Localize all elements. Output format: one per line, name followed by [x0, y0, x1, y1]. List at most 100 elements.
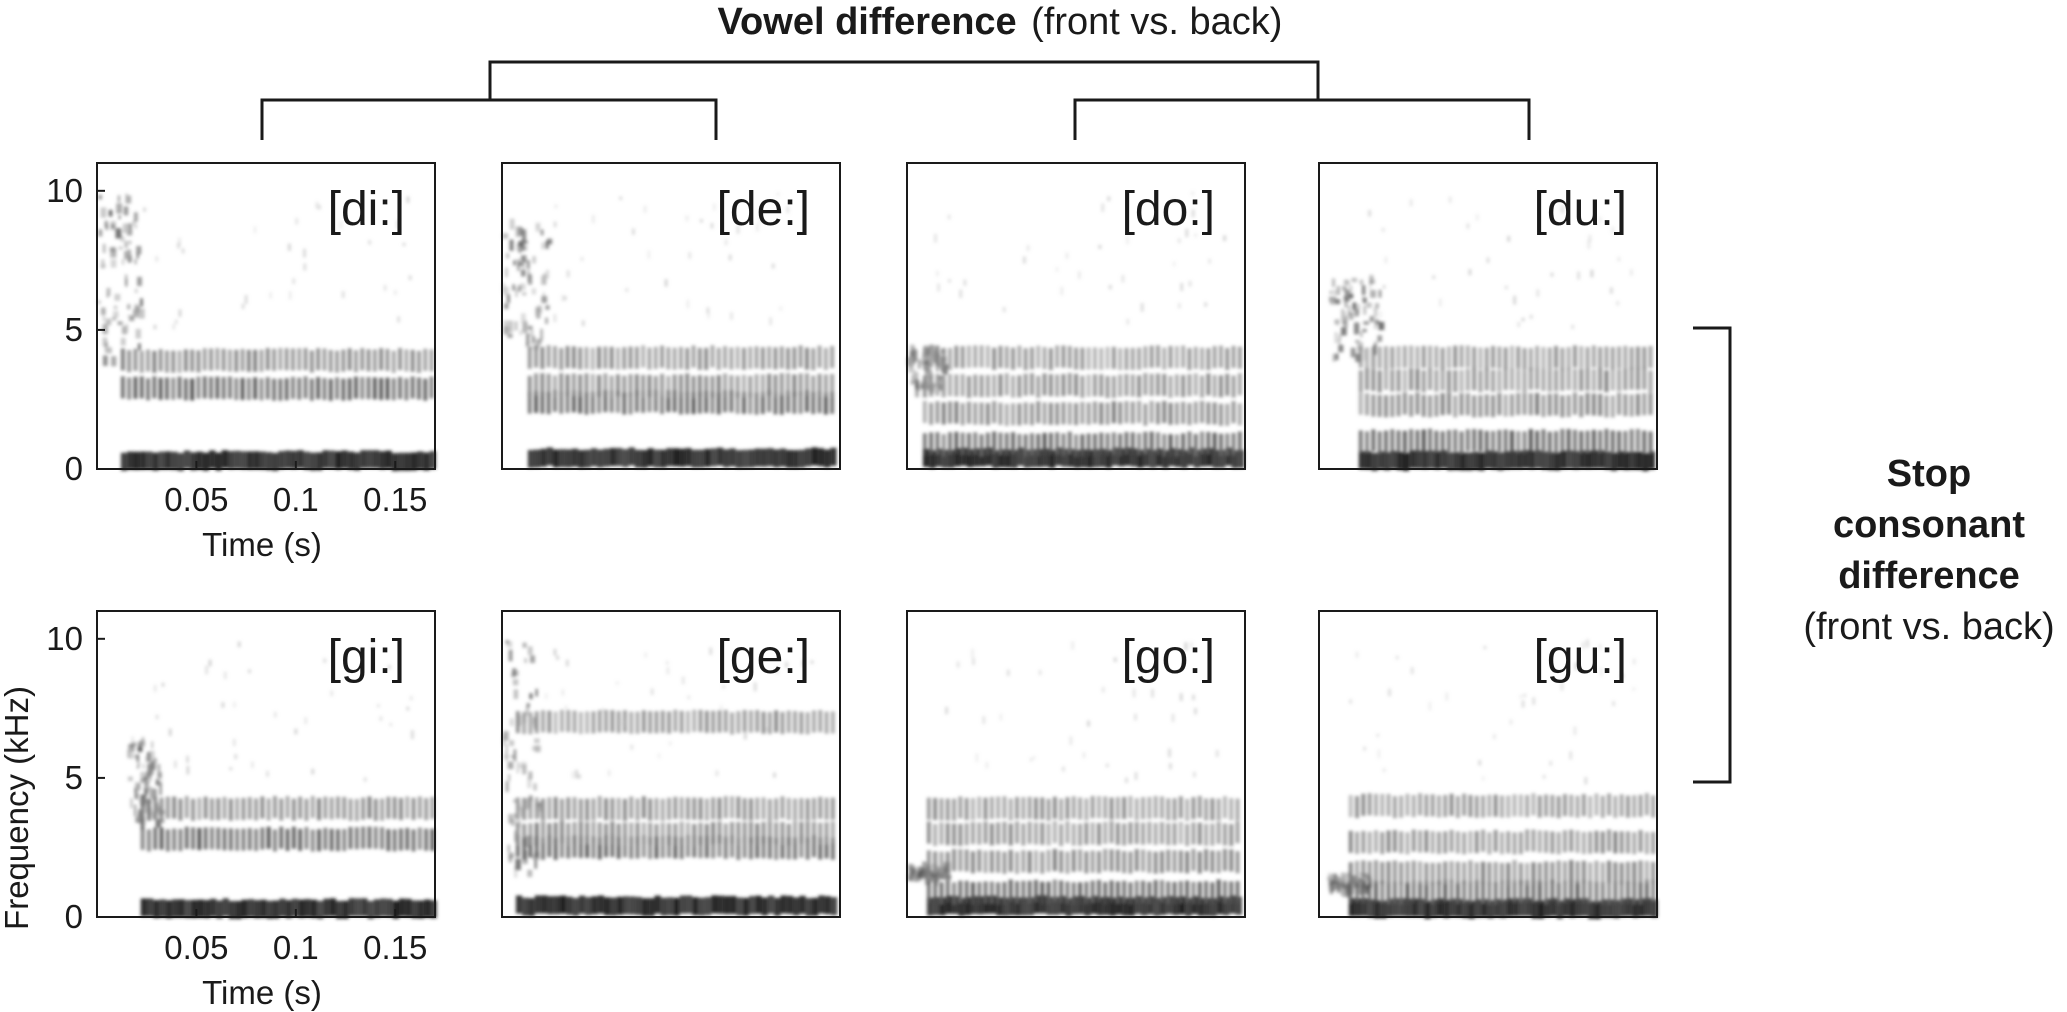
formant-striation	[1124, 401, 1129, 424]
formant-striation	[1023, 348, 1028, 371]
formant-striation	[153, 827, 158, 850]
voicing-bar	[266, 900, 273, 919]
burst-mark	[1341, 308, 1344, 321]
side-label-line2: consonant	[1833, 504, 2025, 546]
burst-mark	[546, 269, 550, 279]
formant-striation	[191, 798, 195, 821]
formant-striation	[329, 828, 334, 851]
formant-striation	[1055, 345, 1060, 368]
formant-striation	[547, 835, 552, 858]
noise-speckle	[402, 242, 406, 247]
burst-mark	[522, 264, 525, 270]
formant-striation	[196, 376, 201, 399]
formant-striation	[1178, 850, 1183, 873]
voicing-bar	[1516, 450, 1523, 469]
burst-mark	[106, 288, 111, 296]
formant-striation	[1418, 830, 1422, 853]
panel-frame	[906, 162, 1246, 470]
formant-striation	[597, 374, 601, 397]
burst-mark	[134, 804, 137, 817]
burst-mark	[1338, 344, 1344, 353]
formant-striation	[1111, 376, 1116, 398]
formant-striation	[1011, 347, 1015, 370]
noise-speckle	[1432, 275, 1436, 280]
formant-striation	[1128, 796, 1133, 819]
formant-striation	[1648, 431, 1653, 454]
formant-striation	[1554, 346, 1558, 368]
formant-striation	[153, 797, 158, 820]
formant-striation	[1563, 830, 1567, 853]
formant-striation	[1115, 822, 1120, 845]
formant-striation	[1443, 879, 1448, 902]
noise-speckle	[971, 648, 974, 658]
formant-striation	[417, 827, 422, 850]
noise-speckle	[250, 761, 254, 769]
formant-striation	[805, 347, 809, 370]
noise-speckle	[1185, 228, 1189, 238]
formant-striation	[616, 798, 621, 820]
formant-striation	[610, 835, 615, 857]
burst-mark	[522, 229, 527, 241]
burst-mark	[157, 772, 162, 779]
noise-speckle	[1384, 256, 1388, 264]
formant-striation	[1560, 347, 1565, 370]
formant-striation	[1588, 862, 1593, 885]
formant-striation	[347, 348, 352, 371]
formant-striation	[597, 796, 602, 819]
formant-striation	[1437, 831, 1441, 854]
formant-striation	[935, 345, 940, 368]
formant-striation	[1493, 862, 1498, 884]
noise-speckle	[1590, 269, 1594, 278]
noise-speckle	[1586, 639, 1589, 648]
formant-striation	[1143, 373, 1148, 396]
formant-striation	[1598, 430, 1603, 453]
formant-striation	[585, 822, 590, 845]
noise-speckle	[707, 312, 710, 319]
noise-speckle	[580, 256, 584, 262]
voicing-bar	[748, 449, 755, 468]
formant-striation	[566, 822, 571, 845]
formant-striation	[515, 823, 520, 845]
formant-striation	[1193, 373, 1198, 396]
formant-striation	[1424, 794, 1429, 817]
formant-striation	[711, 822, 716, 845]
formant-striation	[584, 347, 589, 370]
voicing-bar	[1462, 900, 1469, 918]
burst-mark	[104, 220, 108, 228]
formant-striation	[578, 374, 583, 397]
formant-striation	[1156, 402, 1160, 425]
formant-striation	[316, 377, 321, 400]
voicing-bar	[1017, 447, 1024, 466]
noise-speckle	[1466, 223, 1470, 229]
formant-striation	[1604, 370, 1609, 393]
side-label-line3: difference	[1838, 555, 2020, 597]
formant-striation	[1097, 796, 1101, 819]
formant-striation	[667, 823, 671, 846]
formant-striation	[977, 822, 982, 845]
burst-mark	[124, 241, 128, 248]
voicing-bar	[152, 452, 159, 471]
noise-speckle	[233, 701, 236, 708]
formant-striation	[1090, 880, 1095, 903]
burst-mark	[932, 345, 935, 350]
burst-mark	[1370, 276, 1374, 281]
noise-speckle	[1517, 321, 1521, 328]
formant-striation	[323, 827, 328, 850]
formant-striation	[1361, 860, 1366, 883]
noise-speckle	[134, 224, 138, 229]
noise-speckle	[330, 690, 334, 697]
formant-striation	[565, 346, 570, 369]
burst-mark	[147, 763, 154, 775]
formant-striation	[528, 835, 533, 858]
vowel-heading-rest: (front vs. back)	[1031, 1, 1282, 43]
voicing-bar	[979, 448, 986, 467]
x-tick-label: 0.15	[363, 481, 427, 518]
formant-striation	[152, 376, 157, 399]
formant-striation	[653, 375, 658, 398]
voicing-bar	[177, 453, 184, 471]
formant-striation	[1078, 797, 1082, 820]
formant-striation	[1030, 373, 1034, 396]
burst-mark	[1331, 873, 1338, 885]
formant-striation	[429, 349, 434, 372]
